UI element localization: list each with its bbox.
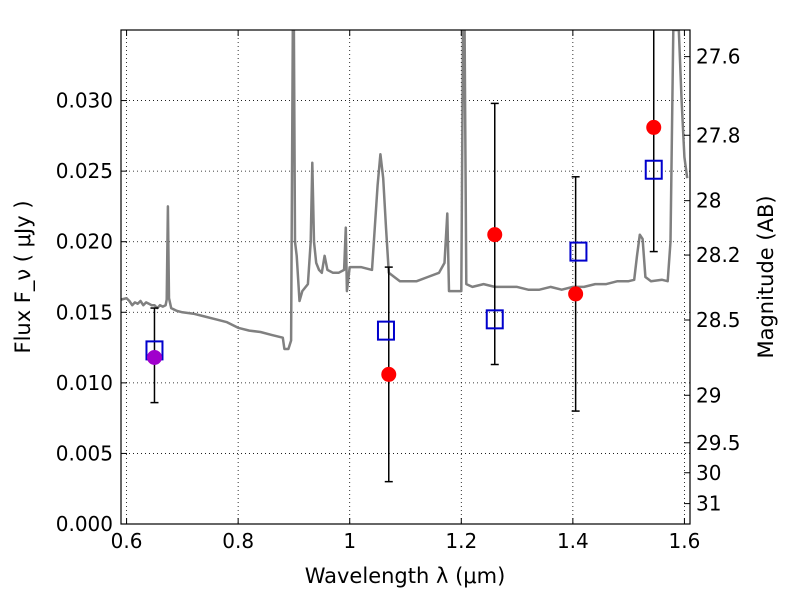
x-tick-label: 1 <box>343 529 356 553</box>
observed-point <box>646 119 662 135</box>
y-axis-label: Flux F_ν ( μJy ) <box>11 200 36 353</box>
x-tick-label: 1.6 <box>669 529 701 553</box>
right-axis-label: Magnitude (AB) <box>754 195 778 358</box>
observed-point <box>487 227 503 243</box>
x-axis-ticks: 0.6 0.8 1 1.2 1.4 1.6 <box>111 30 701 553</box>
mag-tick-label: 27.6 <box>696 45 741 69</box>
mag-tick-label: 28 <box>696 189 721 213</box>
observed-point <box>146 349 162 365</box>
observed-point <box>568 286 584 302</box>
grid <box>121 30 690 525</box>
mag-tick-label: 30 <box>696 461 721 485</box>
observed-markers <box>146 119 662 382</box>
model-point <box>644 159 663 180</box>
observed-point <box>381 366 397 382</box>
y-tick-label: 0.030 <box>56 89 113 113</box>
plot-frame <box>120 29 691 525</box>
mag-tick-label: 29 <box>696 383 721 407</box>
x-tick-label: 1.2 <box>445 529 477 553</box>
y-tick-label: 0.020 <box>56 230 113 254</box>
mag-tick-label: 28.2 <box>696 243 741 267</box>
mag-tick-label: 28.5 <box>696 308 741 332</box>
mag-tick-label: 29.5 <box>696 431 741 455</box>
mag-tick-label: 31 <box>696 492 721 516</box>
spectrum-line <box>121 30 689 351</box>
mag-tick-label: 27.8 <box>696 123 741 147</box>
x-axis-label: Wavelength λ (μm) <box>305 564 506 588</box>
x-tick-label: 0.6 <box>111 529 143 553</box>
model-point <box>569 241 588 262</box>
y-tick-label: 0.000 <box>56 512 113 536</box>
y-tick-label: 0.005 <box>56 441 113 465</box>
error-bars <box>150 30 658 483</box>
model-markers <box>145 159 663 361</box>
spectrum-series <box>121 30 689 351</box>
x-tick-label: 0.8 <box>222 529 254 553</box>
model-point <box>376 320 395 341</box>
magnitude-axis-ticks: 27.6 27.8 28 28.2 28.5 29 29.5 30 31 <box>684 45 741 516</box>
model-point <box>485 309 504 330</box>
y-tick-label: 0.025 <box>56 159 113 183</box>
y-tick-label: 0.010 <box>56 371 113 395</box>
y-tick-label: 0.015 <box>56 300 113 324</box>
y-axis-ticks: 0.000 0.005 0.010 0.015 0.020 0.025 0.030 <box>56 89 127 536</box>
x-tick-label: 1.4 <box>557 529 589 553</box>
